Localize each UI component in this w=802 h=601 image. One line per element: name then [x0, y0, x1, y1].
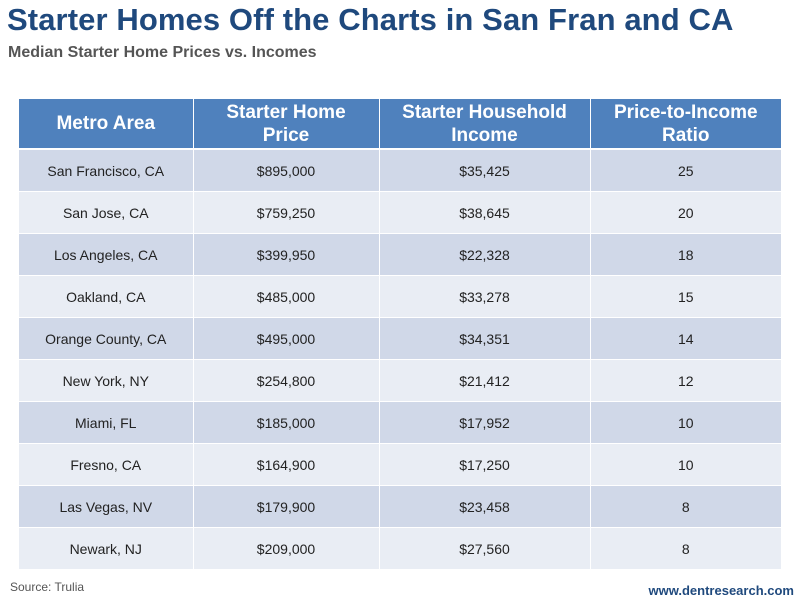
- table-row: Fresno, CA $164,900 $17,250 10: [19, 443, 781, 486]
- starter-home-price-cell: $179,900: [193, 485, 380, 528]
- column-header-price-to-income-ratio: Price-to-Income Ratio: [590, 99, 781, 150]
- header-line: Metro Area: [56, 113, 156, 134]
- table-row: San Jose, CA $759,250 $38,645 20: [19, 191, 781, 234]
- header-line: Starter Household: [402, 101, 567, 123]
- column-header-starter-home-price: Starter Home Price: [193, 99, 380, 150]
- header-line: Starter Home: [226, 101, 346, 123]
- metro-area-cell: Orange County, CA: [19, 317, 194, 360]
- starter-home-price-cell: $895,000: [193, 149, 380, 192]
- starter-home-price-cell: $164,900: [193, 443, 380, 486]
- household-income-cell: $35,425: [379, 149, 591, 192]
- starter-home-price-cell: $399,950: [193, 233, 380, 276]
- starter-home-price-cell: $185,000: [193, 401, 380, 444]
- table-row: Miami, FL $185,000 $17,952 10: [19, 401, 781, 444]
- price-to-income-ratio-cell: 20: [590, 191, 781, 234]
- household-income-cell: $17,250: [379, 443, 591, 486]
- table-row: Los Angeles, CA $399,950 $22,328 18: [19, 233, 781, 276]
- household-income-cell: $17,952: [379, 401, 591, 444]
- household-income-cell: $33,278: [379, 275, 591, 318]
- starter-home-price-cell: $485,000: [193, 275, 380, 318]
- starter-home-price-cell: $209,000: [193, 527, 380, 570]
- price-to-income-ratio-cell: 18: [590, 233, 781, 276]
- household-income-cell: $27,560: [379, 527, 591, 570]
- metro-area-cell: Fresno, CA: [19, 443, 194, 486]
- price-to-income-ratio-cell: 15: [590, 275, 781, 318]
- source-note: Source: Trulia: [10, 580, 85, 594]
- column-header-metro-area: Metro Area: [19, 99, 194, 150]
- price-to-income-ratio-cell: 8: [590, 485, 781, 528]
- starter-home-price-cell: $495,000: [193, 317, 380, 360]
- household-income-cell: $38,645: [379, 191, 591, 234]
- table-row: Orange County, CA $495,000 $34,351 14: [19, 317, 781, 360]
- metro-area-cell: Los Angeles, CA: [19, 233, 194, 276]
- metro-area-cell: Newark, NJ: [19, 527, 194, 570]
- metro-area-cell: San Francisco, CA: [19, 149, 194, 192]
- price-to-income-ratio-cell: 25: [590, 149, 781, 192]
- metro-area-cell: San Jose, CA: [19, 191, 194, 234]
- price-to-income-ratio-cell: 10: [590, 443, 781, 486]
- metro-area-cell: Oakland, CA: [19, 275, 194, 318]
- price-to-income-ratio-cell: 8: [590, 527, 781, 570]
- household-income-cell: $21,412: [379, 359, 591, 402]
- metro-area-cell: Las Vegas, NV: [19, 485, 194, 528]
- table-row: Las Vegas, NV $179,900 $23,458 8: [19, 485, 781, 528]
- household-income-cell: $22,328: [379, 233, 591, 276]
- table-row: New York, NY $254,800 $21,412 12: [19, 359, 781, 402]
- table-row: San Francisco, CA $895,000 $35,425 25: [19, 149, 781, 192]
- household-income-cell: $34,351: [379, 317, 591, 360]
- household-income-cell: $23,458: [379, 485, 591, 528]
- header-line: Price: [262, 124, 310, 146]
- header-line: Income: [451, 124, 518, 146]
- table-row: Oakland, CA $485,000 $33,278 15: [19, 275, 781, 318]
- header-line: Price-to-Income: [613, 101, 758, 123]
- table-header-row: Metro Area Starter Home Price Starter Ho…: [19, 99, 781, 150]
- column-header-starter-household-income: Starter Household Income: [379, 99, 591, 150]
- metro-area-cell: Miami, FL: [19, 401, 194, 444]
- table-body: San Francisco, CA $895,000 $35,425 25 San Jo…: [19, 149, 781, 570]
- price-to-income-ratio-cell: 12: [590, 359, 781, 402]
- header-line: Ratio: [662, 124, 710, 146]
- price-to-income-ratio-cell: 14: [590, 317, 781, 360]
- page-subtitle: Median Starter Home Prices vs. Incomes: [8, 44, 317, 61]
- page-title: Starter Homes Off the Charts in San Fran…: [7, 2, 734, 37]
- metro-area-cell: New York, NY: [19, 359, 194, 402]
- table-row: Newark, NJ $209,000 $27,560 8: [19, 527, 781, 570]
- data-table: Metro Area Starter Home Price Starter Ho…: [19, 99, 781, 570]
- website-url: www.dentresearch.com: [648, 583, 794, 598]
- price-to-income-ratio-cell: 10: [590, 401, 781, 444]
- starter-home-price-cell: $759,250: [193, 191, 380, 234]
- starter-home-price-cell: $254,800: [193, 359, 380, 402]
